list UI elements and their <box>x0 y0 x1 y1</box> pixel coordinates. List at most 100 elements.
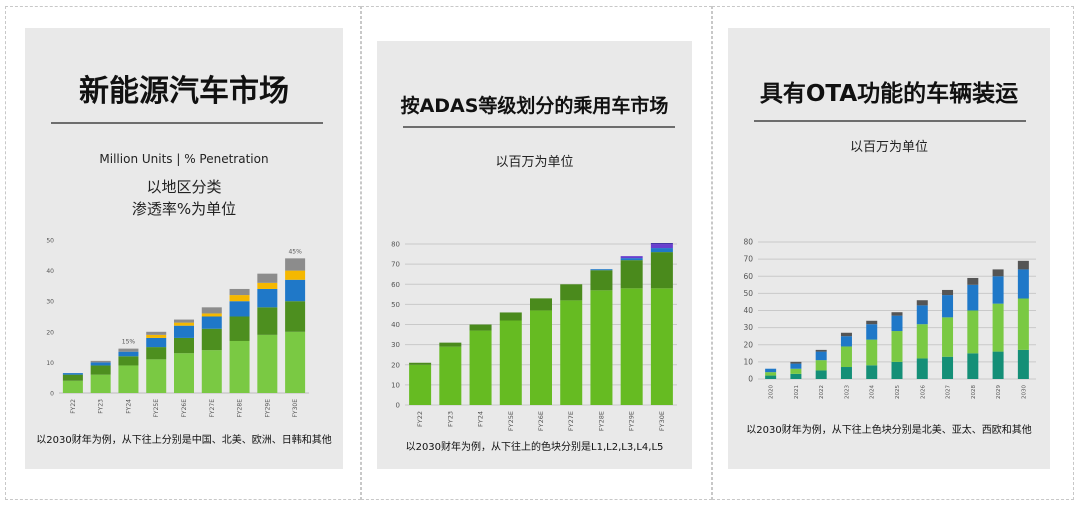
x-tick-label: FY27E <box>567 411 575 431</box>
bar-segment <box>840 346 852 368</box>
y-tick-label: 10 <box>46 360 54 367</box>
bar-segment <box>650 243 673 245</box>
x-tick-label: FY28E <box>597 411 605 431</box>
x-tick-label: 2025 <box>895 385 901 399</box>
bar-segment <box>1017 260 1029 270</box>
bar-segment <box>118 348 139 352</box>
bar-segment <box>650 244 673 249</box>
bar-segment <box>257 334 278 393</box>
bar-segment <box>146 334 167 338</box>
x-tick-label: 2021 <box>794 385 800 399</box>
bar-segment <box>174 322 194 326</box>
bar-segment <box>118 351 139 357</box>
bar-segment <box>530 298 552 311</box>
bar-segment <box>90 365 111 375</box>
subtitle-region: 以地区分类 <box>146 178 222 196</box>
bar-segment <box>560 300 583 405</box>
panel-frame-3 <box>712 6 1074 500</box>
bar-segment <box>916 305 928 325</box>
bar-segment <box>229 340 250 393</box>
y-tick-label: 40 <box>743 306 753 315</box>
bar-segment <box>866 324 878 340</box>
x-tick-label: FY23 <box>98 399 105 414</box>
bar-segment <box>469 324 492 331</box>
x-tick-label: FY24 <box>125 399 132 414</box>
x-tick-label: FY29E <box>264 399 271 418</box>
y-tick-label: 60 <box>743 272 753 281</box>
y-tick-label: 80 <box>743 238 753 247</box>
bar-segment <box>146 359 167 393</box>
bar-segment <box>790 373 802 379</box>
x-tick-label: FY25E <box>153 399 160 418</box>
bar-segment <box>146 331 167 335</box>
bar-segment <box>285 301 306 332</box>
bar-segment <box>439 346 462 405</box>
panel-title: 具有OTA功能的车辆装运 <box>759 81 1019 107</box>
y-tick-label: 20 <box>46 329 54 336</box>
bar-segment <box>257 282 278 289</box>
bar-segment <box>967 310 979 354</box>
y-tick-label: 30 <box>743 323 753 332</box>
bar-segment <box>942 317 954 357</box>
bar-segment <box>229 316 250 341</box>
bar-segment <box>62 380 83 393</box>
bar-segment <box>201 313 222 317</box>
x-tick-label: FY25E <box>507 411 515 431</box>
bar-segment <box>992 351 1004 379</box>
bar-segment <box>146 347 167 360</box>
bar-segment <box>499 312 522 321</box>
x-tick-label: FY22 <box>416 411 424 427</box>
bar-segment <box>174 325 194 338</box>
y-tick-label: 20 <box>391 361 400 369</box>
bar-segment <box>229 301 250 317</box>
bar-segment <box>285 279 306 302</box>
panel-frame-2 <box>361 6 712 500</box>
footnote: 以2030财年为例，从下往上分别是中国、北美、欧洲、日韩和其他 <box>36 435 332 446</box>
title-divider <box>51 122 323 124</box>
title-divider <box>754 120 1026 122</box>
y-tick-label: 10 <box>743 357 753 366</box>
x-tick-label: FY30E <box>292 399 299 418</box>
bar-segment <box>201 328 222 351</box>
bar-segment <box>174 319 194 323</box>
bar-segment <box>916 324 928 359</box>
x-tick-label: 2030 <box>1021 385 1027 399</box>
bar-segment <box>891 312 903 316</box>
bar-segment <box>62 373 83 375</box>
panel-nev-market: 新能源汽车市场 Million Units | % Penetration 以地… <box>25 28 343 469</box>
bar-segment <box>942 356 954 379</box>
y-tick-label: 10 <box>391 381 400 389</box>
bar-segment <box>620 260 643 289</box>
bar-segment <box>840 332 852 337</box>
x-tick-label: FY27E <box>209 399 216 418</box>
panel-ota-shipments: 具有OTA功能的车辆装运 以百万为单位 0 10 20 30 40 50 60 70 80 202… <box>728 28 1050 469</box>
bar-segment <box>90 360 111 363</box>
bar-segment <box>469 330 492 405</box>
bar-segment <box>840 367 852 379</box>
y-tick-label: 40 <box>46 268 54 275</box>
y-tick-label: 40 <box>391 321 400 329</box>
bar-segment <box>118 365 139 393</box>
bar-segment <box>815 360 827 371</box>
panel-adas-market: 按ADAS等级划分的乘用车市场 以百万为单位 0 10 20 30 40 50 60 70 80… <box>377 41 692 469</box>
y-tick-label: 70 <box>743 255 753 264</box>
bar-segment <box>790 368 802 374</box>
subtitle-penetration: 渗透率%为单位 <box>131 200 237 218</box>
subtitle-unit: 以百万为单位 <box>849 140 928 155</box>
bar-segment <box>765 375 777 379</box>
x-tick-label: 2023 <box>844 385 850 399</box>
y-tick-label: 0 <box>50 391 54 398</box>
bar-segment <box>765 368 777 373</box>
x-tick-label: 2029 <box>996 385 1002 399</box>
bar-segment <box>439 342 462 347</box>
bar-segment <box>891 331 903 362</box>
x-tick-label: FY29E <box>628 411 636 431</box>
bar-segment <box>1017 269 1029 299</box>
bar-segment <box>942 295 954 318</box>
x-tick-label: 2026 <box>920 385 926 399</box>
bar-segment <box>409 362 432 365</box>
bar-segment <box>530 310 552 405</box>
bar-segment <box>229 288 250 296</box>
bar-segment <box>257 273 278 283</box>
